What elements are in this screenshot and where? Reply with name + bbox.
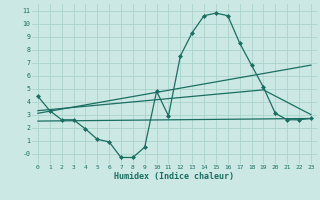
X-axis label: Humidex (Indice chaleur): Humidex (Indice chaleur): [115, 172, 234, 181]
